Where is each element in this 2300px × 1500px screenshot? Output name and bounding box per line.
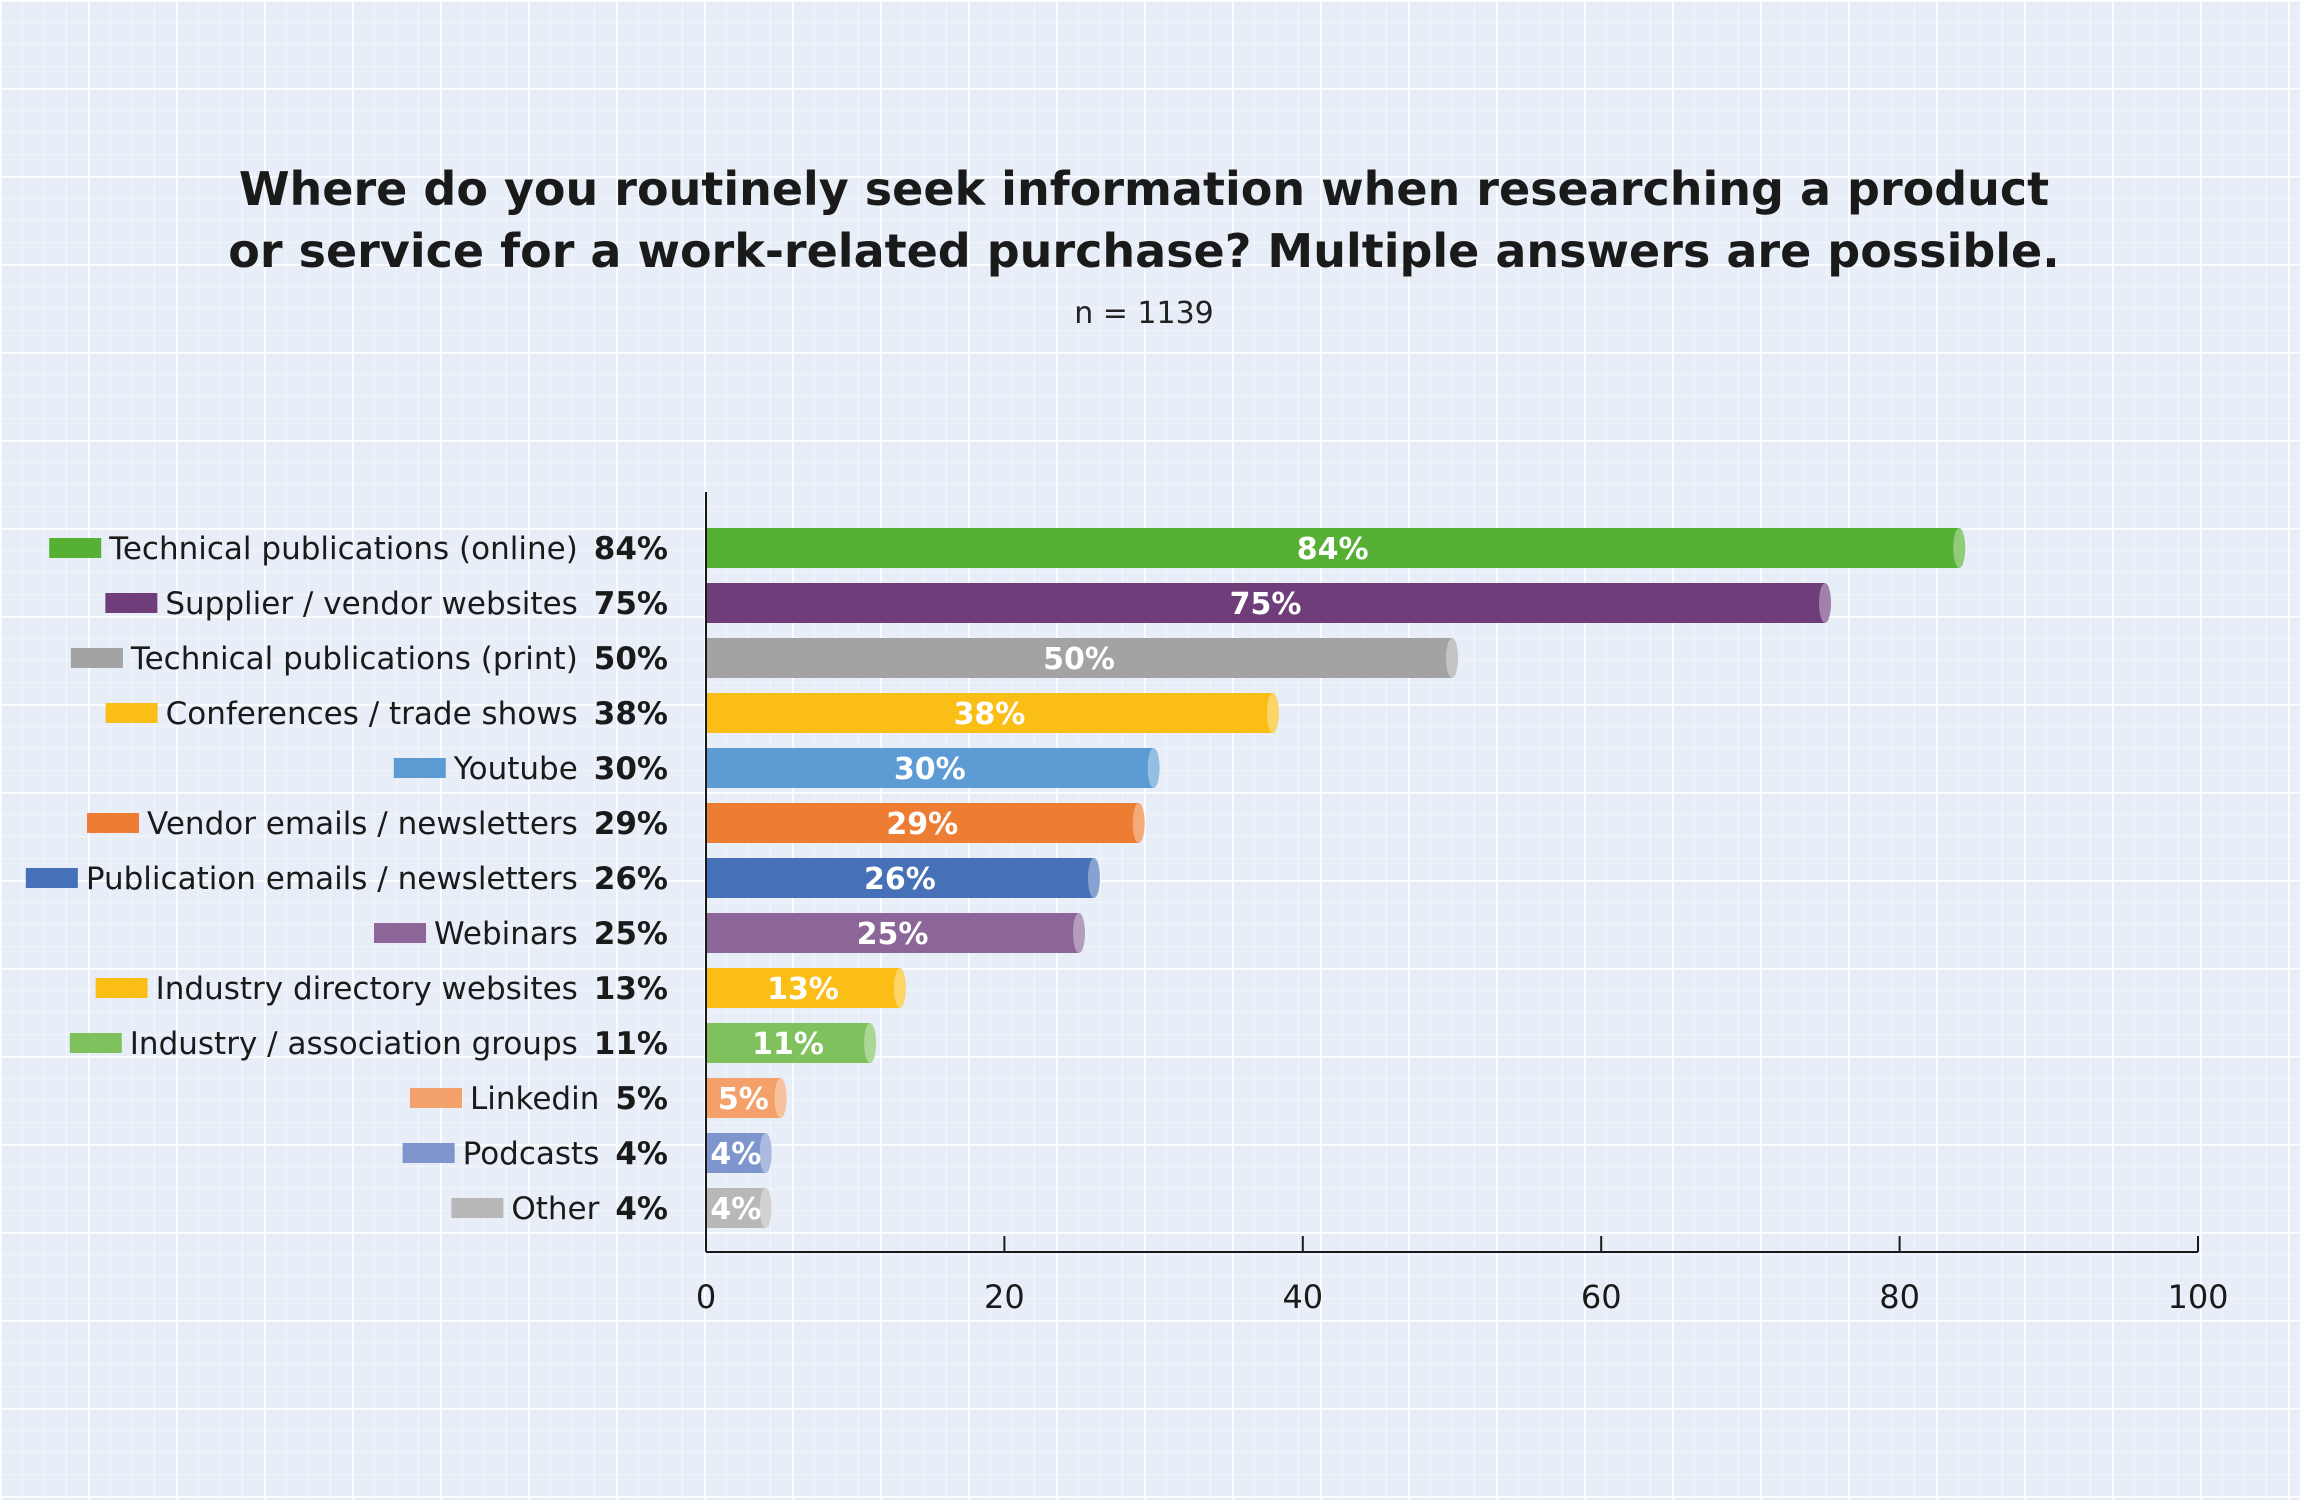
x-tick-label: 80: [1879, 1278, 1920, 1316]
bar-cap: [1087, 858, 1100, 898]
bar: [706, 858, 1094, 898]
bar-cap: [864, 1023, 877, 1063]
legend-percent: 4%: [615, 1191, 668, 1227]
x-axis: 0 20 40 60 80 100: [696, 492, 2229, 1316]
bar: [706, 583, 1825, 623]
legend-swatch: [409, 1088, 462, 1108]
chart-title: Where do you routinely seek information …: [0, 158, 2288, 282]
bar-cap: [1953, 528, 1966, 568]
legend-swatch: [374, 923, 427, 943]
legend-swatch: [70, 648, 123, 668]
bar: [706, 803, 1139, 843]
bar: [706, 528, 1960, 568]
chart-title-line-2: or service for a work-related purchase? …: [228, 224, 2060, 278]
chart-subtitle: n = 1139: [1074, 296, 1214, 331]
legend-percent: 4%: [615, 1136, 668, 1172]
legend-layer: 84% Technical publications (online) 75% Sup…: [25, 531, 668, 1227]
bar-value-label: 13%: [767, 972, 839, 1007]
bar-value-label: 4%: [710, 1192, 761, 1227]
legend-label: Industry / association groups: [130, 1026, 578, 1062]
bar-cap: [759, 1133, 772, 1173]
legend-percent: 5%: [615, 1081, 668, 1117]
legend-label: Publication emails / newsletters: [86, 861, 578, 897]
bar-cap: [1446, 638, 1458, 678]
bar: [706, 693, 1273, 733]
legend-swatch: [393, 758, 446, 778]
legend-percent: 26%: [594, 861, 668, 897]
x-tick-label: 0: [696, 1278, 716, 1316]
legend-percent: 13%: [594, 971, 668, 1007]
legend-label: Podcasts: [463, 1136, 600, 1172]
bar: [706, 1133, 766, 1173]
bar-value-label: 25%: [857, 917, 929, 952]
bar: [706, 1078, 781, 1118]
bar: [706, 1023, 871, 1063]
bars-layer: 84% 75% 50% 38% 30% 29% 26% 25% 13% 11% 5% 4% 4%: [706, 528, 1966, 1228]
legend-swatch: [95, 978, 148, 998]
bar: [706, 968, 900, 1008]
bar-value-label: 30%: [894, 752, 966, 787]
bar-cap: [893, 968, 906, 1008]
legend-percent: 75%: [594, 586, 668, 622]
bar-cap: [1266, 693, 1279, 733]
legend-label: Linkedin: [470, 1081, 599, 1117]
legend-label: Vendor emails / newsletters: [147, 806, 578, 842]
legend-percent: 50%: [594, 641, 668, 677]
x-tick-label: 60: [1581, 1278, 1622, 1316]
legend-percent: 29%: [594, 806, 668, 842]
chart-title-line-1: Where do you routinely seek information …: [238, 162, 2050, 216]
legend-percent: 25%: [594, 916, 668, 952]
bar: [706, 1188, 766, 1228]
bar-cap: [1819, 583, 1831, 623]
bar-value-label: 29%: [886, 807, 958, 842]
legend-swatch: [105, 703, 158, 723]
legend-percent: 11%: [594, 1026, 668, 1062]
bar-cap: [1132, 803, 1145, 843]
legend-swatch: [402, 1143, 455, 1163]
legend-percent: 84%: [594, 531, 668, 567]
legend-label: Technical publications (online): [108, 531, 578, 567]
bar-value-label: 5%: [718, 1082, 769, 1117]
bar: [706, 638, 1452, 678]
bar-value-label: 11%: [752, 1027, 824, 1062]
bar-value-label: 38%: [954, 697, 1026, 732]
legend-label: Youtube: [453, 751, 578, 787]
legend-label: Webinars: [434, 916, 578, 952]
legend-label: Conferences / trade shows: [166, 696, 578, 732]
legend-label: Industry directory websites: [156, 971, 578, 1007]
bar-value-label: 26%: [864, 862, 936, 897]
legend-label: Other: [511, 1191, 599, 1227]
bar-value-label: 4%: [710, 1137, 761, 1172]
legend-swatch: [105, 593, 158, 613]
x-tick-label: 100: [2167, 1278, 2228, 1316]
bar-cap: [759, 1188, 772, 1228]
legend-swatch: [87, 813, 140, 833]
legend-label: Supplier / vendor websites: [165, 586, 577, 622]
bar-value-label: 75%: [1230, 587, 1302, 622]
bar-value-label: 50%: [1043, 642, 1115, 677]
bar-cap: [774, 1078, 787, 1118]
legend-label: Technical publications (print): [130, 641, 578, 677]
bar-cap: [1073, 913, 1085, 953]
bar: [706, 913, 1079, 953]
bar-cap: [1147, 748, 1160, 788]
bar: [706, 748, 1154, 788]
x-tick-label: 40: [1282, 1278, 1323, 1316]
legend-swatch: [49, 538, 102, 558]
legend-swatch: [451, 1198, 504, 1218]
x-tick-label: 20: [984, 1278, 1025, 1316]
bar-value-label: 84%: [1297, 532, 1369, 567]
legend-percent: 38%: [594, 696, 668, 732]
legend-percent: 30%: [594, 751, 668, 787]
legend-swatch: [25, 868, 78, 888]
legend-swatch: [69, 1033, 122, 1053]
